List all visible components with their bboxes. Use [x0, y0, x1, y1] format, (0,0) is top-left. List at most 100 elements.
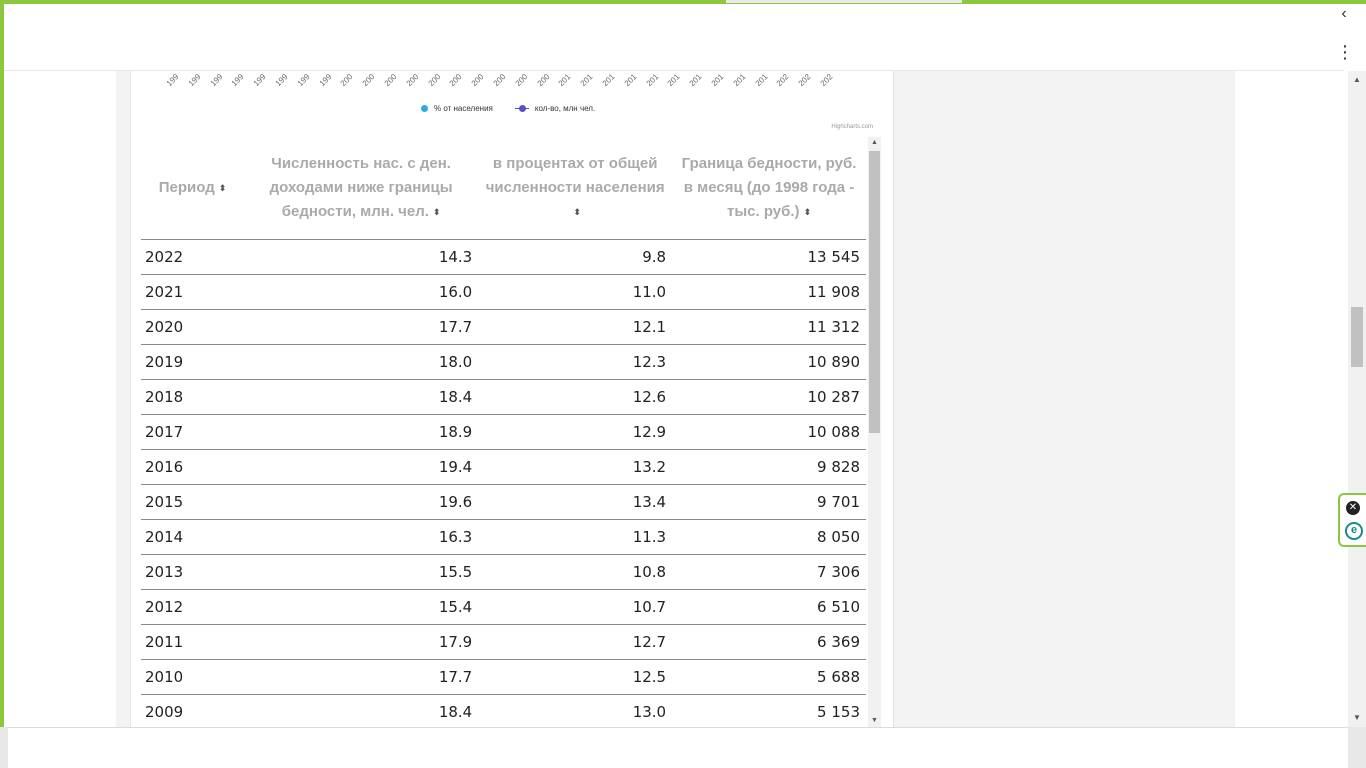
scroll-down-icon[interactable]: ▼ — [1353, 713, 1361, 722]
page-scroll-thumb[interactable] — [1351, 307, 1363, 367]
cell-threshold: 5 153 — [672, 694, 866, 727]
scroll-down-icon[interactable]: ▼ — [871, 717, 878, 724]
chart-x-axis: 199 199 199 199 199 199 199 199 200 200 200 200 200 2… — [165, 71, 871, 88]
data-table-container: Период ⬍ Численность нас. с ден. доходами… — [141, 137, 881, 727]
table-row: 2019 18.0 12.3 10 890 — [141, 344, 866, 380]
table-row: 2009 18.4 13.0 5 153 — [141, 694, 866, 727]
x-tick-label: 201 — [600, 72, 617, 88]
x-tick-label: 200 — [426, 72, 443, 88]
x-tick-label: 199 — [230, 72, 246, 88]
cell-percent: 12.1 — [478, 309, 673, 345]
column-header-period[interactable]: Период ⬍ — [141, 137, 244, 240]
sort-icon[interactable]: ⬍ — [573, 207, 581, 218]
cell-count: 19.6 — [243, 484, 479, 520]
main-content: 199 199 199 199 199 199 199 199 200 200 200 200 200 2… — [130, 71, 894, 727]
table-row: 2018 18.4 12.6 10 287 — [141, 379, 866, 415]
menu-kebab-icon[interactable]: ⋮ — [1336, 42, 1354, 62]
x-tick-label: 201 — [666, 72, 682, 88]
table-row: 2013 15.5 10.8 7 306 — [141, 554, 866, 590]
x-tick-label: 201 — [709, 72, 726, 88]
back-chevron-icon[interactable]: ‹ — [1341, 5, 1347, 22]
table-row: 2011 17.9 12.7 6 369 — [141, 624, 866, 660]
table-row: 2010 17.7 12.5 5 688 — [141, 659, 866, 695]
cell-period: 2019 — [141, 344, 244, 380]
cell-period: 2012 — [141, 589, 244, 625]
table-row: 2014 16.3 11.3 8 050 — [141, 519, 866, 555]
sort-icon[interactable]: ⬍ — [432, 207, 441, 218]
cell-percent: 10.7 — [478, 589, 673, 625]
bottom-bar — [0, 727, 1366, 768]
chart-credits[interactable]: Highcharts.com — [831, 124, 873, 130]
cell-percent: 13.0 — [478, 694, 673, 727]
cell-count: 18.9 — [243, 414, 479, 450]
x-tick-label: 199 — [186, 72, 203, 88]
table-scrollbar[interactable]: ▲ ▼ — [868, 137, 881, 727]
cell-threshold: 9 828 — [672, 449, 866, 485]
extension-icon[interactable]: e — [1345, 522, 1363, 540]
cell-threshold: 8 050 — [672, 519, 866, 555]
x-tick-label: 202 — [818, 72, 835, 88]
x-tick-label: 200 — [535, 72, 552, 88]
table-scroll-thumb[interactable] — [869, 151, 880, 433]
sort-icon[interactable]: ⬍ — [218, 183, 227, 194]
cell-count: 15.5 — [243, 554, 479, 590]
legend-label: кол-во, млн чел. — [534, 103, 596, 113]
cell-threshold: 13 545 — [672, 239, 866, 275]
table-row: 2021 16.0 11.0 11 908 — [141, 274, 866, 310]
scroll-up-icon[interactable]: ▲ — [1353, 75, 1361, 84]
legend-item-percent[interactable]: % от населения — [421, 104, 493, 113]
cell-period: 2009 — [141, 694, 244, 727]
cell-threshold: 10 287 — [672, 379, 866, 415]
cell-threshold: 5 688 — [672, 659, 866, 695]
sort-icon[interactable]: ⬍ — [803, 207, 812, 218]
cell-count: 16.3 — [243, 519, 479, 555]
top-bar — [4, 4, 1344, 71]
table-row: 2022 14.3 9.8 13 545 — [141, 239, 866, 275]
cell-period: 2010 — [141, 659, 244, 695]
cell-period: 2014 — [141, 519, 244, 555]
cell-count: 19.4 — [243, 449, 479, 485]
cell-period: 2011 — [141, 624, 244, 660]
column-header-count[interactable]: Численность нас. с ден. доходами ниже гр… — [243, 137, 479, 240]
x-tick-label: 199 — [317, 72, 334, 88]
x-tick-label: 200 — [469, 72, 486, 88]
cell-count: 17.9 — [243, 624, 479, 660]
x-tick-label: 200 — [339, 72, 355, 88]
cell-threshold: 9 701 — [672, 484, 866, 520]
close-icon[interactable]: ✕ — [1346, 501, 1360, 515]
poverty-table: Период ⬍ Численность нас. с ден. доходами… — [141, 137, 866, 727]
x-tick-label: 200 — [404, 72, 421, 88]
page-scrollbar[interactable]: ▲ ▼ — [1348, 71, 1366, 727]
cell-count: 17.7 — [243, 309, 479, 345]
cell-percent: 11.0 — [478, 274, 673, 310]
x-tick-label: 200 — [491, 72, 508, 88]
legend-marker-icon — [421, 104, 428, 112]
cell-threshold: 6 510 — [672, 589, 866, 625]
table-row: 2012 15.4 10.7 6 510 — [141, 589, 866, 625]
cell-count: 18.4 — [243, 379, 479, 415]
cell-percent: 12.5 — [478, 659, 673, 695]
column-header-threshold[interactable]: Граница бедности, руб. в месяц (до 1998 … — [672, 137, 866, 240]
legend-item-count[interactable]: кол-во, млн чел. — [514, 103, 596, 113]
x-tick-label: 199 — [295, 72, 312, 88]
cell-percent: 12.3 — [478, 344, 673, 380]
x-tick-label: 201 — [687, 72, 704, 88]
cell-percent: 10.8 — [478, 554, 673, 590]
chart-legend: % от населения кол-во, млн чел. — [421, 101, 595, 115]
x-tick-label: 201 — [731, 72, 748, 88]
cell-threshold: 11 908 — [672, 274, 866, 310]
column-header-percent[interactable]: в процентах от общей численности населен… — [478, 137, 673, 240]
cell-period: 2020 — [141, 309, 244, 345]
cell-threshold: 10 088 — [672, 414, 866, 450]
x-tick-label: 201 — [622, 72, 639, 88]
side-widget: ✕ e — [1338, 493, 1366, 547]
cell-threshold: 11 312 — [672, 309, 866, 345]
cell-period: 2021 — [141, 274, 244, 310]
table-row: 2015 19.6 13.4 9 701 — [141, 484, 866, 520]
cell-period: 2016 — [141, 449, 244, 485]
table-row: 2017 18.9 12.9 10 088 — [141, 414, 866, 450]
cell-count: 18.4 — [243, 694, 479, 727]
scroll-up-icon[interactable]: ▲ — [871, 139, 878, 146]
cell-threshold: 6 369 — [672, 624, 866, 660]
frame-border — [0, 0, 1366, 4]
